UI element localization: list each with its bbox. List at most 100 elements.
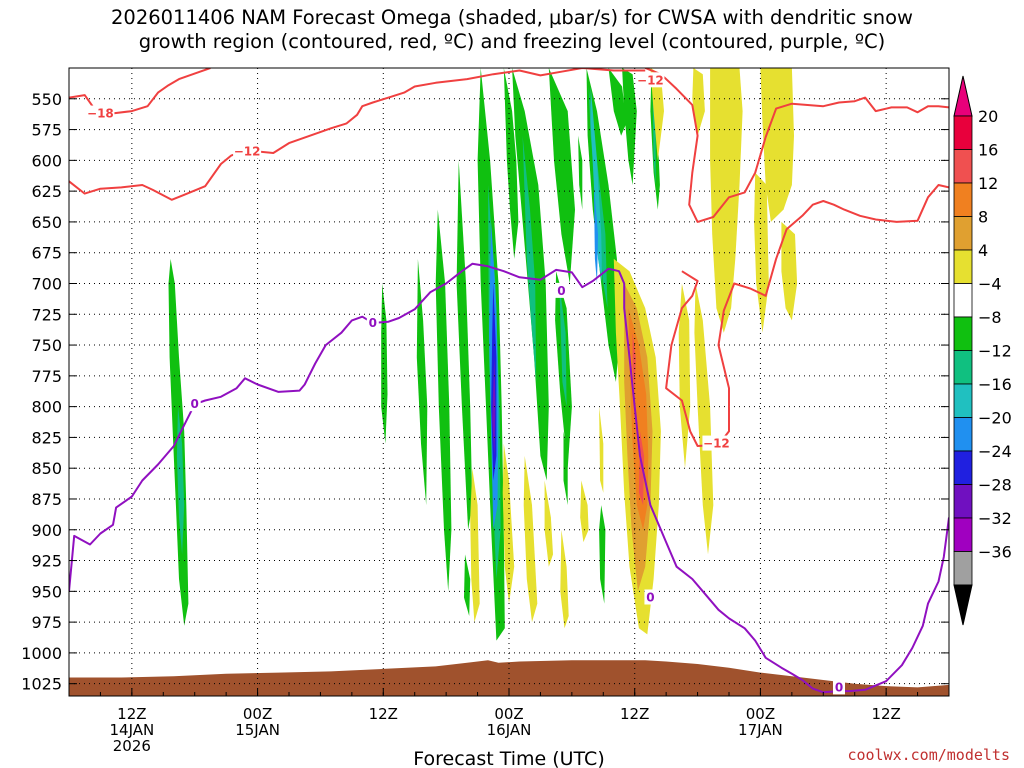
colorbar-bin-4 [953, 249, 973, 284]
y-tick-label-925: 925 [31, 552, 62, 571]
contour-label-2: −12 [637, 73, 664, 87]
colorbar-label-0: 20 [978, 107, 998, 126]
colorbar-bin-3 [953, 216, 973, 251]
colorbar-bin-5 [953, 283, 973, 318]
y-tick-label-1025: 1025 [21, 675, 62, 694]
y-tick-label-950: 950 [31, 582, 62, 601]
colorbar-bin-0 [953, 115, 973, 150]
omega-shade-region-14 [522, 135, 537, 382]
contour-label-bg-3 [702, 435, 731, 451]
contour-label-6: 0 [557, 284, 565, 298]
colorbar-label-4: 4 [978, 241, 988, 260]
colorbar-label-10: −24 [978, 442, 1012, 461]
omega-shade-region-33 [560, 529, 569, 629]
y-tick-label-650: 650 [31, 213, 62, 232]
contour-label-bg-6 [555, 282, 568, 298]
colorbar-bin-2 [953, 182, 973, 217]
contour-line-1 [69, 68, 646, 201]
y-tick-label-975: 975 [31, 613, 62, 632]
contour-label-8: 0 [835, 680, 843, 694]
y-tick-label-900: 900 [31, 521, 62, 540]
contour-line-4 [69, 262, 949, 694]
contour-label-bg-7 [644, 589, 657, 605]
chart-title: 2026011406 NAM Forecast Omega (shaded, μ… [0, 6, 1024, 54]
contour-label-bg-0 [86, 105, 115, 121]
contour-label-0: −18 [87, 107, 114, 121]
omega-shading-layer [168, 68, 798, 641]
omega-shade-region-31 [523, 455, 538, 623]
omega-shade-region-18 [563, 431, 568, 506]
y-tick-label-625: 625 [31, 182, 62, 201]
y-tick-label-875: 875 [31, 490, 62, 509]
omega-shade-region-42 [692, 68, 705, 136]
omega-shade-region-22 [590, 86, 603, 284]
chart-title-line-2: growth region (contoured, red, ºC) and f… [138, 30, 886, 53]
omega-shade-region-12 [503, 68, 519, 259]
omega-shade-region-48 [781, 221, 798, 321]
omega-shade-region-29 [470, 468, 480, 623]
contour-line-3 [665, 184, 949, 447]
omega-shade-region-24 [608, 68, 627, 136]
colorbar-bin-6 [953, 316, 973, 351]
site-credit: coolwx.com/modelts [847, 746, 1010, 764]
omega-shade-region-26 [599, 505, 606, 604]
colorbar-label-5: −4 [978, 275, 1002, 294]
colorbar-label-13: −36 [978, 543, 1012, 562]
omega-shade-region-35 [599, 406, 604, 493]
colorbar-label-6: −8 [978, 308, 1002, 327]
omega-shade-region-4 [435, 209, 452, 592]
omega-shade-region-34 [580, 480, 589, 543]
y-tick-label-725: 725 [31, 305, 62, 324]
contour-label-7: 0 [646, 590, 654, 604]
x-tick-label-30-1: 12Z [369, 705, 398, 723]
y-tick-label-800: 800 [31, 398, 62, 417]
omega-shade-region-1 [176, 406, 185, 555]
x-tick-label-6-2: 14JAN [109, 721, 154, 739]
y-tick-label-750: 750 [31, 336, 62, 355]
x-tick-label-18-2: 15JAN [235, 721, 280, 739]
y-tick-label-600: 600 [31, 151, 62, 170]
contour-label-layer: −18 −12 −12 −12 0 0 0 0 0 [86, 72, 845, 695]
contour-label-bg-5 [366, 314, 379, 330]
contour-label-4: 0 [191, 397, 199, 411]
omega-shade-region-25 [622, 68, 637, 185]
x-tick-label-66-1: 00Z [746, 705, 775, 723]
colorbar-label-8: −16 [978, 375, 1012, 394]
contour-label-1: −12 [234, 145, 261, 159]
omega-shade-region-30 [502, 443, 515, 604]
colorbar-label-1: 16 [978, 141, 998, 160]
contour-label-bg-8 [833, 679, 845, 695]
x-tick-label-6-3: 2026 [113, 737, 151, 755]
y-tick-label-775: 775 [31, 367, 62, 386]
x-tick-label-42-1: 00Z [494, 705, 523, 723]
colorbar-bin-9 [953, 417, 973, 452]
contour-label-3: −12 [703, 437, 730, 451]
y-tick-label-550: 550 [31, 90, 62, 109]
omega-shade-region-6 [464, 554, 471, 616]
colorbar-bin-12 [953, 517, 973, 552]
x-tick-label-18-1: 00Z [243, 705, 272, 723]
omega-shade-region-15 [548, 68, 575, 284]
colorbar-bin-8 [953, 383, 973, 418]
x-axis-label: Forecast Time (UTC) [413, 748, 604, 768]
omega-shade-region-3 [416, 258, 428, 506]
y-tick-label-700: 700 [31, 274, 62, 293]
x-tick-label-54-1: 12Z [620, 705, 649, 723]
y-tick-label-825: 825 [31, 428, 62, 447]
y-axis: 550 575 600 625 650 675 700 725 750 775 800 825 850 8… [21, 90, 949, 694]
x-tick-label-6-1: 12Z [117, 705, 146, 723]
grid-layer [69, 68, 949, 696]
contour-label-5: 0 [369, 316, 377, 330]
colorbar-label-11: −28 [978, 476, 1012, 495]
x-tick-label-66-2: 17JAN [738, 721, 783, 739]
omega-shade-region-11 [492, 357, 496, 456]
x-tick-label-42-2: 16JAN [487, 721, 532, 739]
colorbar-bin-13 [953, 551, 973, 586]
omega-shade-region-32 [544, 480, 553, 567]
y-tick-label-1000: 1000 [21, 644, 62, 663]
omega-shade-region-2 [381, 283, 388, 444]
contour-label-bg-4 [188, 396, 201, 412]
omega-shade-region-19 [578, 135, 583, 210]
